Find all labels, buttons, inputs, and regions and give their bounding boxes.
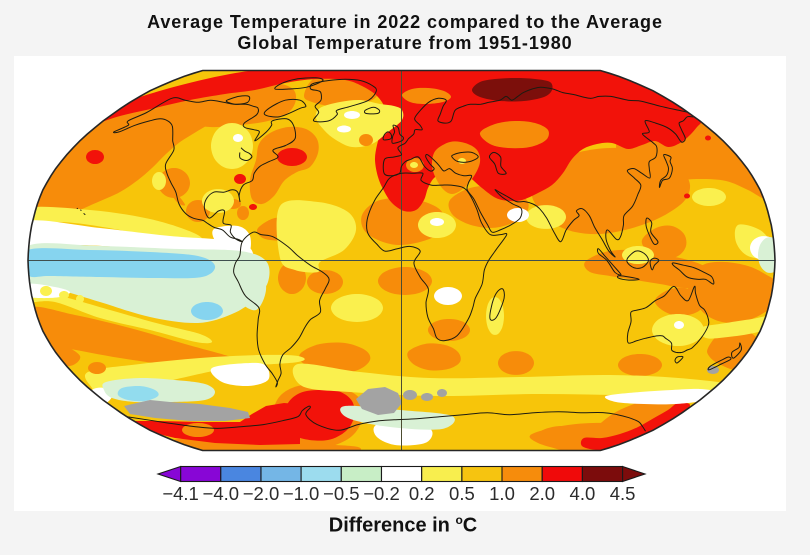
svg-text:0.2: 0.2: [409, 483, 435, 504]
svg-text:−1.0: −1.0: [283, 483, 320, 504]
svg-text:1.0: 1.0: [489, 483, 515, 504]
svg-text:4.0: 4.0: [570, 483, 596, 504]
svg-text:0.5: 0.5: [449, 483, 475, 504]
svg-text:−4.1: −4.1: [162, 483, 199, 504]
svg-text:−4.0: −4.0: [203, 483, 240, 504]
svg-text:−0.2: −0.2: [363, 483, 400, 504]
svg-text:−0.5: −0.5: [323, 483, 360, 504]
svg-text:4.5: 4.5: [610, 483, 636, 504]
svg-text:−2.0: −2.0: [243, 483, 280, 504]
svg-text:2.0: 2.0: [529, 483, 555, 504]
